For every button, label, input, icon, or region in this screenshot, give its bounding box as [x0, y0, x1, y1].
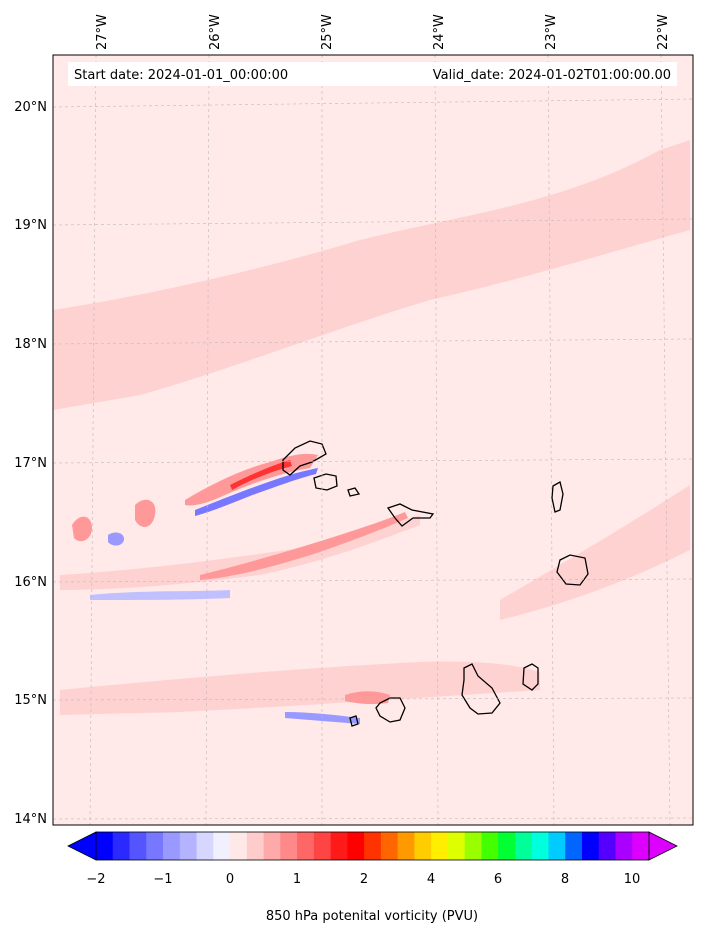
colorbar-tick: 0 — [226, 872, 234, 887]
colorbar-segment — [481, 832, 499, 860]
header-box — [68, 62, 677, 86]
pv-band-south — [60, 661, 540, 715]
island-fogo — [375, 697, 406, 723]
colorbar-tick: 2 — [360, 872, 368, 887]
island-outlines — [282, 440, 589, 727]
valid-date-label: Valid_date: 2024-01-02T01:00:00.00 — [433, 68, 671, 83]
island-brava — [349, 715, 359, 727]
island-sao-vicente — [313, 473, 338, 491]
colorbar-segment — [230, 832, 248, 860]
lon-labels: 27°W 26°W 25°W 24°W 23°W 22°W — [95, 14, 671, 50]
start-date-label: Start date: 2024-01-01_00:00:00 — [74, 68, 288, 83]
lat-label: 18°N — [14, 337, 47, 352]
colorbar-segment — [414, 832, 432, 860]
colorbar-segment — [447, 832, 466, 860]
pv-streamer-blue-north — [195, 468, 318, 516]
island-maio — [522, 663, 539, 691]
pv-streamer-blue-south2 — [285, 712, 360, 724]
colorbar-segment — [615, 832, 633, 860]
island-sal — [551, 481, 564, 513]
colorbar-tick: 1 — [293, 872, 301, 887]
lon-label: 24°W — [432, 14, 447, 50]
lat-label: 15°N — [14, 693, 47, 708]
pv-streamer-red-south — [345, 691, 390, 705]
colorbar-segment — [598, 832, 617, 860]
colorbar-segment — [347, 832, 365, 860]
colorbar-segment — [548, 832, 566, 860]
colorbar-segment — [96, 832, 114, 860]
colorbar-label: 850 hPa potenital vorticity (PVU) — [266, 909, 478, 924]
colorbar-tick: 8 — [561, 872, 569, 887]
colorbar — [67, 831, 678, 861]
pv-streamer-red-mid — [200, 512, 408, 580]
lat-label: 19°N — [14, 218, 47, 233]
island-sao-nicolau — [386, 503, 435, 527]
colorbar-segment — [498, 832, 516, 860]
lat-label: 17°N — [14, 456, 47, 471]
pv-blob-west-blue — [108, 532, 125, 546]
lat-label: 16°N — [14, 575, 47, 590]
colorbar-ticks: −2 −1 0 1 2 4 6 8 10 — [86, 872, 640, 887]
lat-labels: 20°N 19°N 18°N 17°N 16°N 15°N 14°N — [14, 100, 47, 827]
pv-streamer-red-core — [230, 460, 292, 490]
colorbar-tick: 4 — [427, 872, 435, 887]
island-santo-antao — [282, 440, 327, 476]
pv-streamer-blue-south — [90, 590, 230, 600]
colorbar-segment — [565, 832, 583, 860]
colorbar-segment — [581, 832, 600, 860]
colorbar-segment — [213, 832, 231, 860]
colorbar-segment — [146, 832, 164, 860]
map-frame — [52, 54, 694, 826]
colorbar-segment — [531, 832, 550, 860]
colorbar-segment — [129, 832, 147, 860]
pv-band-north — [53, 140, 690, 410]
lon-label: 27°W — [95, 14, 110, 50]
colorbar-segment — [246, 832, 265, 860]
colorbar-extend-max — [648, 831, 678, 861]
colorbar-tick: −1 — [153, 872, 172, 887]
colorbar-segment — [179, 832, 198, 860]
lon-label: 23°W — [544, 14, 559, 50]
graticule — [52, 54, 694, 826]
colorbar-extend-min — [67, 831, 97, 861]
island-boa-vista — [556, 554, 589, 586]
colorbar-segment — [397, 832, 415, 860]
colorbar-segment — [112, 832, 131, 860]
colorbar-tick: −2 — [86, 872, 105, 887]
colorbar-segment — [431, 832, 449, 860]
colorbar-segment — [263, 832, 281, 860]
lon-label: 25°W — [320, 14, 335, 50]
colorbar-segment — [632, 832, 650, 860]
colorbar-segment — [297, 832, 315, 860]
colorbar-segment — [163, 832, 181, 860]
island-santiago — [461, 663, 501, 715]
pv-band-east — [500, 485, 690, 620]
colorbar-segment — [514, 832, 533, 860]
pv-band-mid — [60, 515, 420, 590]
colorbar-segment — [380, 832, 399, 860]
colorbar-tick: 10 — [624, 872, 641, 887]
lat-label: 20°N — [14, 100, 47, 115]
pv-blob-west-2 — [135, 499, 156, 527]
colorbar-segment — [280, 832, 298, 860]
island-santa-luzia — [347, 487, 361, 497]
colorbar-segment — [464, 832, 483, 860]
lon-label: 26°W — [208, 14, 223, 50]
colorbar-frame — [95, 831, 650, 861]
colorbar-tick: 6 — [494, 872, 502, 887]
colorbar-segment — [330, 832, 348, 860]
colorbar-segment — [313, 832, 332, 860]
lat-label: 14°N — [14, 812, 47, 827]
pv-blob-west-1 — [72, 516, 92, 542]
lon-label: 22°W — [656, 14, 671, 50]
colorbar-segment — [364, 832, 382, 860]
colorbar-segment — [196, 832, 214, 860]
